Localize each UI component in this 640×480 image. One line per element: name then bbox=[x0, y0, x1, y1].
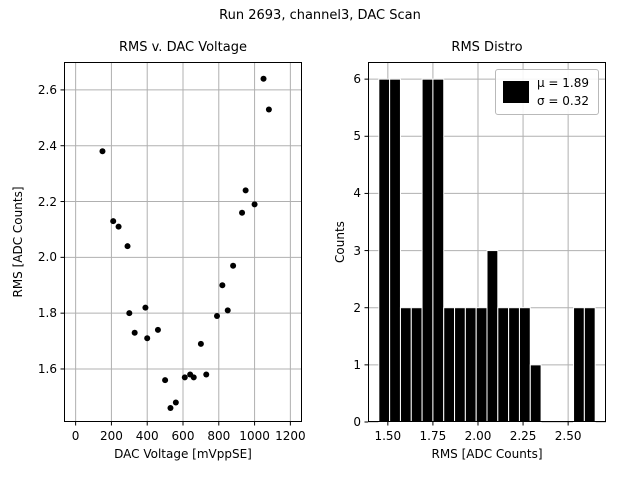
x-tick-label: 800 bbox=[207, 429, 231, 443]
scatter-point bbox=[124, 243, 131, 250]
histogram-xlabel: RMS [ADC Counts] bbox=[431, 447, 543, 461]
y-tick-label: 3 bbox=[353, 243, 361, 258]
x-tick-label: 200 bbox=[99, 429, 123, 443]
tick-marks bbox=[60, 89, 291, 426]
histogram-bar bbox=[529, 364, 542, 423]
legend-patch-swatch bbox=[502, 81, 529, 103]
scatter-title: RMS v. DAC Voltage bbox=[118, 40, 247, 55]
scatter-point bbox=[203, 371, 210, 378]
y-tick-label: 2.2 bbox=[37, 194, 57, 209]
legend-line: μ = 1.89 bbox=[536, 76, 589, 90]
axes-spines bbox=[64, 62, 302, 422]
y-tick-label: 1.6 bbox=[37, 361, 57, 376]
tick-marks bbox=[364, 78, 569, 426]
y-tick-label: 1.8 bbox=[37, 306, 57, 321]
scatter-point bbox=[167, 405, 174, 412]
scatter-point bbox=[197, 340, 204, 347]
y-tick-label: 2.4 bbox=[37, 138, 57, 153]
figure-suptitle: Run 2693, channel3, DAC Scan bbox=[219, 8, 421, 23]
scatter-point bbox=[126, 310, 133, 317]
scatter-point bbox=[131, 329, 138, 336]
x-tick-label: 0 bbox=[71, 429, 80, 443]
x-tick-label: 1000 bbox=[239, 429, 270, 443]
histogram-bar bbox=[410, 307, 423, 423]
histogram-bar bbox=[421, 78, 434, 423]
histogram-bar bbox=[454, 307, 466, 423]
histogram-bar bbox=[573, 307, 585, 423]
grid-lines bbox=[64, 62, 302, 422]
y-tick-label: 2.0 bbox=[37, 250, 57, 265]
scatter-point bbox=[110, 218, 117, 225]
scatter-point bbox=[242, 187, 249, 194]
y-tick-label: 4 bbox=[353, 186, 361, 201]
histogram-bar bbox=[497, 307, 510, 423]
y-tick-label: 1 bbox=[353, 357, 361, 372]
scatter-point bbox=[214, 312, 220, 319]
x-tick-label: 2.00 bbox=[464, 429, 492, 443]
y-tick-label: 2.6 bbox=[37, 82, 57, 97]
histogram-bar bbox=[399, 307, 412, 423]
scatter-point bbox=[144, 335, 151, 342]
y-tick-label: 0 bbox=[353, 415, 361, 429]
rms-vs-dac-canvas bbox=[60, 62, 302, 426]
scatter-point bbox=[251, 201, 258, 208]
histogram-bar bbox=[464, 307, 477, 423]
histogram-bar bbox=[389, 78, 401, 423]
scatter-point bbox=[224, 307, 231, 314]
scatter-points bbox=[99, 75, 272, 412]
y-tick-label: 6 bbox=[353, 72, 361, 87]
x-tick-label: 1200 bbox=[275, 429, 306, 443]
scatter-point bbox=[190, 374, 197, 381]
x-tick-label: 400 bbox=[135, 429, 159, 443]
histogram-bar bbox=[443, 307, 456, 423]
scatter-point bbox=[260, 75, 267, 82]
scatter-xlabel: DAC Voltage [mVppSE] bbox=[114, 447, 252, 461]
x-tick-label: 600 bbox=[171, 429, 195, 443]
scatter-point bbox=[219, 282, 226, 289]
scatter-point bbox=[172, 399, 179, 406]
x-tick-label: 2.50 bbox=[554, 429, 582, 443]
rms-distro-canvas bbox=[364, 62, 606, 426]
scatter-point bbox=[99, 148, 106, 155]
histogram-ylabel: Counts bbox=[333, 221, 347, 263]
scatter-point bbox=[162, 377, 169, 384]
histogram-bar bbox=[378, 78, 391, 423]
histogram-bars bbox=[378, 78, 596, 423]
scatter-point bbox=[142, 304, 149, 311]
histogram-bar bbox=[475, 307, 488, 423]
histogram-title: RMS Distro bbox=[451, 40, 523, 55]
scatter-point bbox=[181, 374, 188, 381]
legend-stats: μ = 1.89 σ = 0.32 bbox=[537, 74, 589, 110]
histogram-legend: μ = 1.89 σ = 0.32 bbox=[494, 69, 599, 115]
histogram-bar bbox=[432, 78, 445, 423]
histogram-bar bbox=[486, 250, 499, 423]
y-tick-label: 2 bbox=[353, 300, 361, 315]
scatter-point bbox=[239, 209, 246, 216]
scatter-ylabel: RMS [ADC Counts] bbox=[11, 186, 25, 298]
histogram-bar bbox=[583, 307, 596, 423]
x-tick-label: 2.25 bbox=[509, 429, 537, 443]
scatter-point bbox=[154, 326, 161, 333]
axes-spines bbox=[368, 62, 606, 422]
x-tick-label: 1.75 bbox=[419, 429, 447, 443]
histogram-bar bbox=[508, 307, 520, 423]
scatter-point bbox=[115, 223, 122, 230]
x-tick-label: 1.50 bbox=[374, 429, 402, 443]
scatter-point bbox=[265, 106, 272, 113]
y-tick-label: 5 bbox=[353, 129, 361, 144]
scatter-point bbox=[230, 262, 237, 269]
legend-line: σ = 0.32 bbox=[536, 94, 589, 108]
histogram-bar bbox=[518, 307, 531, 423]
